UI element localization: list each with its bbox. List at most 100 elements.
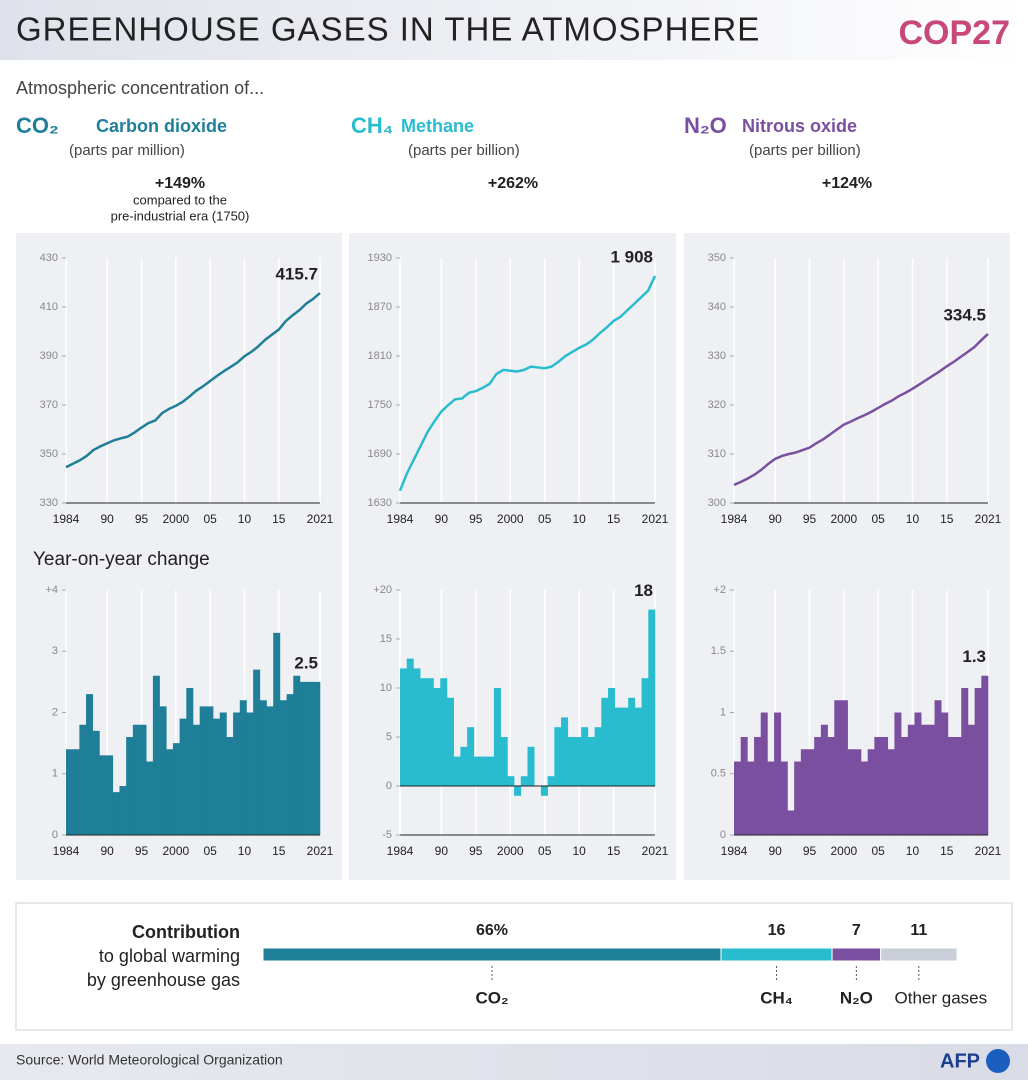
- logo: COP27: [899, 14, 1011, 52]
- bar: [934, 700, 942, 835]
- gas-formula: CH₄: [351, 113, 393, 138]
- source: Source: World Meteorological Organizatio…: [16, 1052, 283, 1068]
- header-band: [0, 0, 1028, 60]
- x-tick-label: 90: [435, 512, 449, 526]
- segment: [880, 947, 958, 962]
- bar: [947, 737, 955, 835]
- x-tick-label: 1984: [53, 844, 80, 858]
- gas-name: Methane: [401, 116, 474, 136]
- x-tick-label: 95: [135, 844, 149, 858]
- bar: [921, 724, 929, 835]
- bar: [453, 756, 461, 786]
- bar: [760, 712, 768, 835]
- bar: [159, 706, 167, 835]
- bar: [520, 776, 528, 786]
- bar: [433, 688, 441, 786]
- x-tick-label: 15: [607, 512, 621, 526]
- x-tick-label: 2000: [162, 512, 189, 526]
- bar: [426, 678, 434, 786]
- y-tick-label: 1: [52, 768, 58, 780]
- x-tick-label: 1984: [721, 844, 748, 858]
- gas-name: Carbon dioxide: [96, 116, 227, 136]
- bar: [974, 688, 982, 835]
- segment-category: CO₂: [475, 988, 508, 1007]
- bar: [106, 755, 114, 835]
- gas-change: +262%: [488, 175, 538, 192]
- value-label: 334.5: [943, 305, 986, 324]
- bar: [767, 761, 775, 835]
- x-tick-label: 2000: [497, 844, 524, 858]
- x-tick-label: 1984: [387, 844, 414, 858]
- y-tick-label: -5: [382, 829, 392, 841]
- bar: [440, 678, 448, 786]
- y-tick-label: 2: [52, 706, 58, 718]
- gas-unit: (parts per billion): [749, 142, 861, 159]
- bar: [193, 724, 200, 835]
- bar: [186, 688, 194, 835]
- bar: [266, 706, 274, 835]
- bar: [400, 668, 408, 786]
- bar: [420, 678, 428, 786]
- x-tick-label: 10: [573, 844, 587, 858]
- title: GREENHOUSE GASES IN THE ATMOSPHERE: [16, 11, 760, 48]
- x-tick-label: 2021: [307, 512, 334, 526]
- x-tick-label: 90: [101, 844, 115, 858]
- bar: [847, 749, 855, 835]
- y-tick-label: +2: [713, 584, 726, 596]
- x-tick-label: 2021: [642, 512, 669, 526]
- x-tick-label: 10: [573, 512, 587, 526]
- bar: [527, 746, 535, 786]
- x-tick-label: 2000: [830, 844, 857, 858]
- bar: [500, 737, 508, 786]
- y-tick-label: 320: [708, 399, 726, 411]
- y-tick-label: +4: [45, 584, 58, 596]
- bar: [621, 707, 629, 786]
- bar: [259, 700, 267, 835]
- y-tick-label: 1750: [368, 399, 392, 411]
- bar: [313, 681, 321, 835]
- y-tick-label: 330: [708, 350, 726, 362]
- bar: [954, 737, 962, 835]
- segment-label: 11: [910, 922, 927, 939]
- y-tick-label: 1870: [368, 301, 392, 313]
- bar: [881, 737, 889, 835]
- bar: [226, 737, 234, 835]
- bar: [233, 712, 241, 835]
- y-tick-label: 340: [708, 301, 726, 313]
- segment: [831, 947, 882, 962]
- bar: [467, 727, 475, 786]
- y-tick-label: 1810: [368, 350, 392, 362]
- bar: [574, 737, 582, 786]
- bar: [179, 718, 187, 835]
- bar: [981, 675, 989, 835]
- bar: [747, 761, 755, 835]
- y-tick-label: 300: [708, 497, 726, 509]
- bar: [72, 749, 80, 835]
- bar: [460, 746, 468, 786]
- credit: AFP: [940, 1050, 980, 1072]
- bar: [628, 697, 636, 786]
- bar: [641, 678, 649, 786]
- bar: [514, 786, 522, 796]
- bar: [199, 706, 207, 835]
- x-tick-label: 2000: [497, 512, 524, 526]
- bar: [614, 707, 622, 786]
- value-label: 2.5: [294, 653, 318, 672]
- bar: [253, 669, 261, 835]
- bar: [854, 749, 862, 835]
- footer-band: [0, 1044, 1028, 1080]
- y-tick-label: 0: [386, 780, 392, 792]
- bar: [601, 697, 609, 786]
- line: [733, 333, 989, 487]
- y-tick-label: 5: [386, 731, 392, 743]
- y-tick-label: 330: [40, 497, 58, 509]
- bar: [567, 737, 575, 786]
- contrib-title: Contribution: [132, 922, 240, 942]
- bar: [126, 737, 134, 835]
- contrib-sub: by greenhouse gas: [87, 970, 240, 990]
- bar: [66, 749, 73, 835]
- bar: [172, 743, 180, 835]
- bar: [92, 730, 100, 835]
- bar: [487, 756, 495, 786]
